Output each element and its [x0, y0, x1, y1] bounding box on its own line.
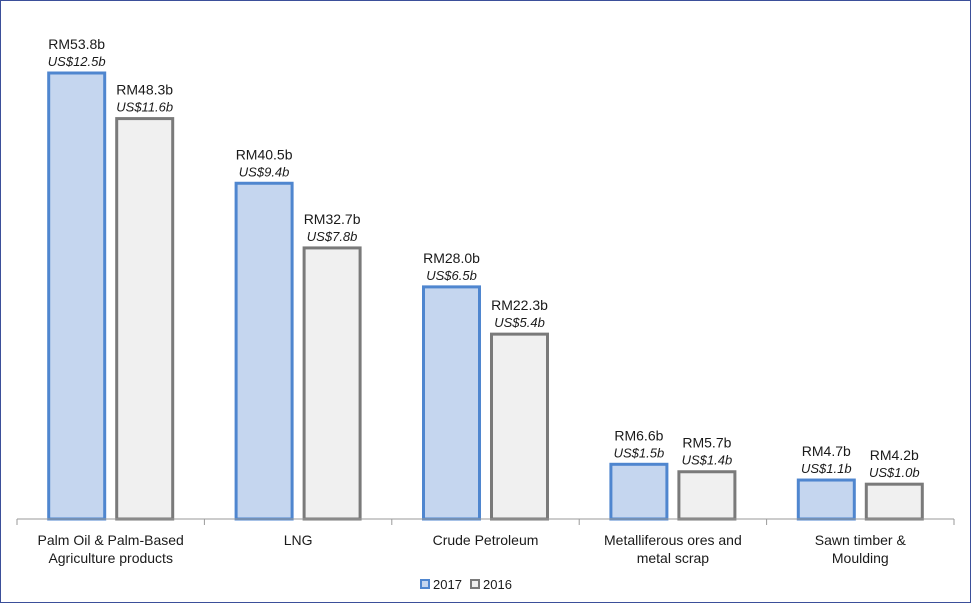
category-label: Palm Oil & Palm-Based — [38, 532, 184, 548]
legend-swatch-2016 — [470, 579, 480, 589]
data-label-rm: RM28.0b — [423, 250, 480, 266]
data-label-rm: RM5.7b — [682, 435, 731, 451]
bars-layer — [47, 71, 924, 521]
data-label-rm: RM32.7b — [304, 211, 361, 227]
category-label: Crude Petroleum — [433, 532, 539, 548]
category-label: LNG — [284, 532, 313, 548]
data-label-rm: RM6.6b — [614, 427, 663, 443]
data-label-us: US$1.1b — [801, 461, 852, 476]
data-label-us: US$12.5b — [48, 54, 106, 69]
category-label: Metalliferous ores and — [604, 532, 742, 548]
data-label-us: US$9.4b — [239, 164, 290, 179]
data-label-us: US$7.8b — [307, 229, 358, 244]
data-label-rm: RM53.8b — [48, 36, 105, 52]
data-label-rm: RM40.5b — [236, 146, 293, 162]
data-label-rm: RM48.3b — [116, 82, 173, 98]
data-label-us: US$11.6b — [116, 100, 173, 115]
category-label: Sawn timber & — [815, 532, 907, 548]
category-label: metal scrap — [637, 550, 710, 566]
data-labels-layer: RM53.8b US$12.5b RM40.5b US$9.4b RM28.0b US$6… — [48, 36, 920, 480]
category-label: Moulding — [832, 550, 889, 566]
data-label-us: US$1.0b — [869, 465, 920, 480]
bar-2017-2 — [422, 285, 481, 521]
data-label-us: US$6.5b — [426, 268, 477, 283]
data-label-rm: RM4.2b — [870, 447, 919, 463]
legend-label-2016: 2016 — [483, 577, 512, 592]
data-label-us: US$1.5b — [614, 445, 665, 460]
data-label-rm: RM22.3b — [491, 297, 548, 313]
data-label-us: US$1.4b — [682, 453, 733, 468]
bar-2017-4 — [796, 478, 856, 521]
category-label: Agriculture products — [48, 550, 173, 566]
legend-label-2017: 2017 — [433, 577, 462, 592]
bar-2016-3 — [677, 470, 737, 521]
legend-swatch-2017 — [420, 579, 430, 589]
bar-2017-1 — [234, 181, 294, 521]
bar-2016-4 — [864, 482, 924, 521]
bar-2016-0 — [115, 117, 175, 521]
bar-2016-1 — [302, 246, 362, 521]
data-label-rm: RM4.7b — [802, 443, 851, 459]
bar-2017-0 — [47, 71, 107, 521]
data-label-us: US$5.4b — [494, 315, 545, 330]
legend: 2017 2016 — [420, 577, 512, 592]
x-axis: Palm Oil & Palm-Based Agriculture product… — [16, 518, 955, 566]
bar-2016-2 — [490, 332, 549, 521]
bar-2017-3 — [609, 462, 669, 521]
